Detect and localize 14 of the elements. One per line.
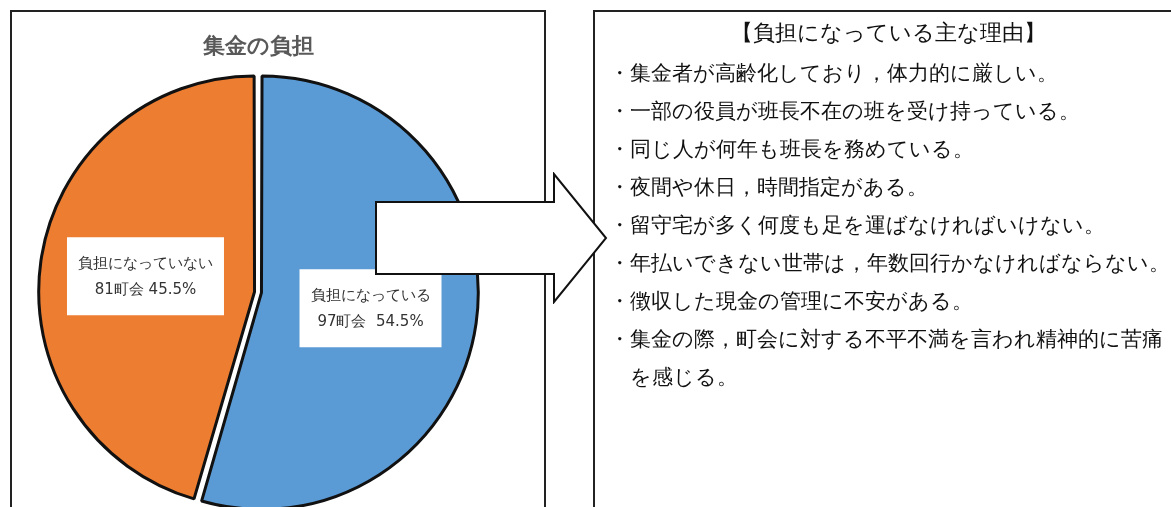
text: ・集金の際，町会に対する不平不満を言われ精神的に苦痛を感じる。: [609, 326, 1164, 391]
text: ・留守宅が多く何度も足を運ばなければいけない。: [609, 212, 1106, 239]
text: ・同じ人が何年も班長を務めている。: [609, 136, 975, 163]
text: ・一部の役員が班長不在の班を受け持っている。: [609, 98, 1081, 125]
text: ・年払いできない世帯は，年数回行かなければならない。: [609, 250, 1171, 277]
text: ・夜間や休日，時間指定がある。: [609, 174, 929, 201]
text: ・徴収した現金の管理に不安がある。: [609, 288, 974, 315]
data-label: 81町会 45.5%: [94, 280, 197, 299]
text: ・集金者が高齢化しており，体力的に厳しい。: [609, 60, 1059, 87]
chart-title: 集金の負担: [201, 32, 314, 58]
slice-label: 負担になっていない: [77, 254, 213, 273]
data-label: 97町会 54.5%: [317, 312, 424, 331]
slice-label: 負担になっている: [310, 286, 431, 305]
text: 【負担になっている主な理由】: [729, 19, 1047, 47]
